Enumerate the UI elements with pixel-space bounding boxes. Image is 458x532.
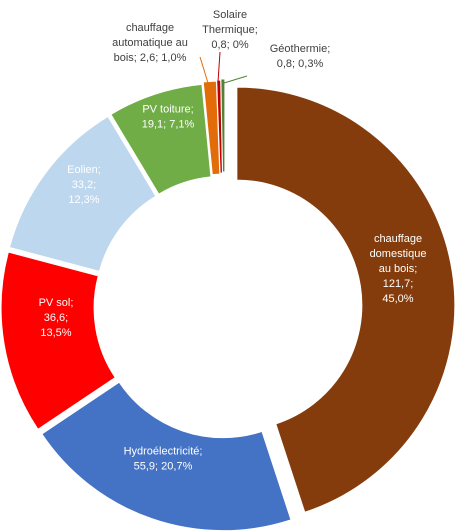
slice-pv-toiture	[110, 83, 212, 195]
data-label-solaire-thermique: Solaire Thermique; 0,8; 0%	[202, 9, 258, 51]
data-labels-group: chauffage domestique au bois; 121,7; 45,0% Hy…	[39, 9, 427, 473]
leader-lines-group	[199, 51, 248, 84]
data-label-hydroelectricite: Hydroélectricité; 55,9; 20,7%	[124, 446, 203, 473]
slice-chauffage-domestique-au-bois	[236, 86, 456, 513]
slice-pv-sol	[0, 251, 116, 430]
data-label-eolien: Eolien; 33,2; 12,3%	[67, 164, 101, 206]
data-label-pv-sol: PV sol; 36,6; 13,5%	[39, 297, 74, 339]
slices-group	[0, 78, 456, 532]
slice-eolien	[8, 115, 157, 272]
data-label-chauffage-automatique-au-bois: chauffage automatique au bois; 2,6; 1,0%	[112, 22, 188, 64]
slice-geothermie	[220, 78, 226, 173]
leader-line-chauffage-automatique-au-bois	[199, 56, 209, 84]
leader-line-solaire-thermique	[217, 51, 221, 83]
data-label-geothermie: Géothermie; 0,8; 0,3%	[270, 43, 331, 70]
data-label-pv-toiture: PV toiture; 19,1; 7,1%	[142, 104, 195, 131]
data-label-chauffage-domestique-au-bois: chauffage domestique au bois; 121,7; 45,0%	[370, 233, 427, 305]
slice-hydroelectricite	[41, 381, 292, 532]
leader-line-geothermie	[223, 75, 248, 84]
